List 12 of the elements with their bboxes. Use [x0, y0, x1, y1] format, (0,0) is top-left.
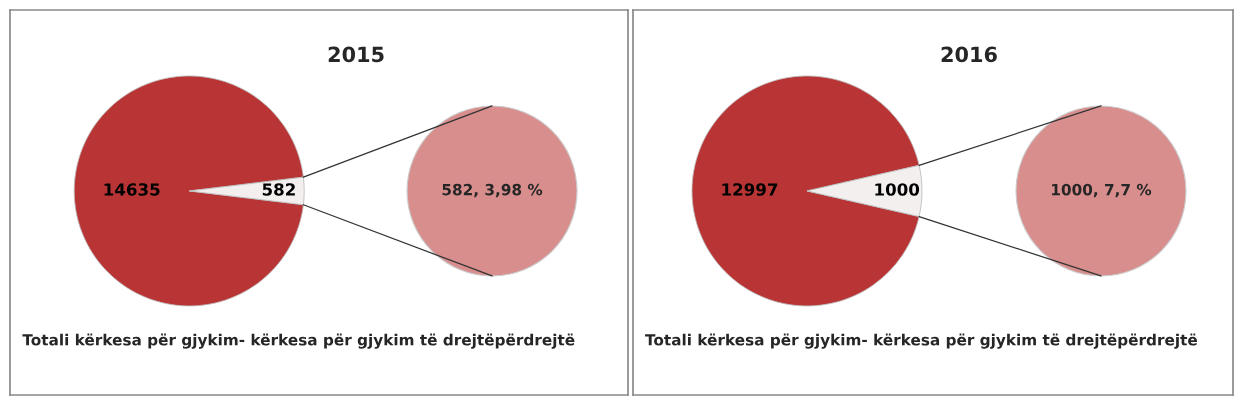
- text: Totali kërkesa për gjykim- kërkesa për gjykim të drejtëpërdrejtë: [22, 333, 575, 349]
- text: 582, 3,98 %: [442, 183, 543, 198]
- text: 2015: [328, 46, 384, 63]
- data-label: 1000: [875, 183, 920, 196]
- data-label: 14635: [104, 183, 160, 196]
- text: 1000, 7,7 %: [1052, 183, 1152, 198]
- text: Totali kërkesa për gjykim- kërkesa për gjykim të drejtëpërdrejtë: [645, 333, 1198, 349]
- data-label: 582: [262, 183, 295, 196]
- pie-slice: [691, 75, 920, 307]
- text: 2016: [941, 46, 997, 63]
- pie-slice: [73, 75, 304, 307]
- data-label: 12997: [722, 183, 778, 196]
